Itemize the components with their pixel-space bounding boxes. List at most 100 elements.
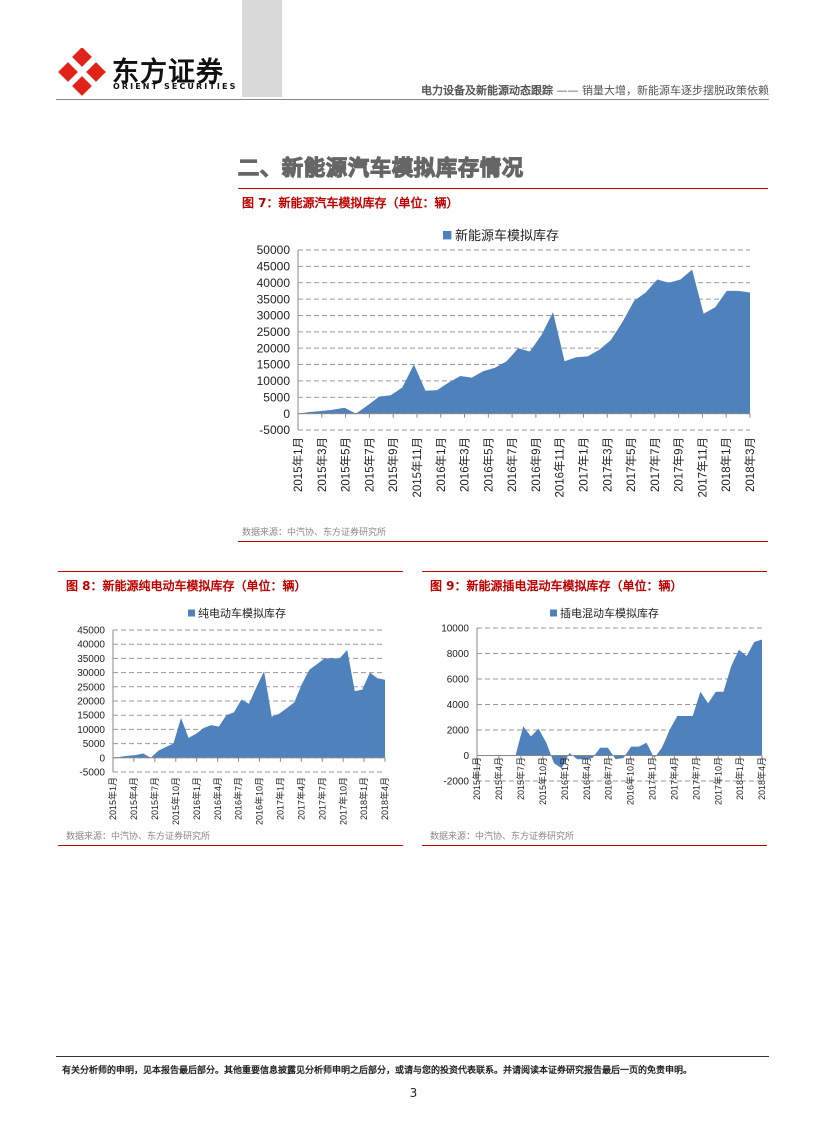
legend-swatch: [188, 609, 195, 617]
series-area: [298, 269, 750, 414]
series-area: [113, 649, 385, 758]
x-tick-label: 2016年7月: [233, 777, 244, 820]
legend-label: 纯电动车模拟库存: [198, 606, 286, 620]
x-tick-label: 2018年3月: [743, 437, 757, 492]
fig7-source: 数据来源：中汽协、东方证券研究所: [242, 528, 387, 538]
x-tick-label: 2017年10月: [337, 777, 348, 825]
fig9-title: 图 9：新能源插电混动车模拟库存（单位：辆）: [430, 579, 683, 593]
header-divider: [56, 99, 769, 100]
fig7-bottom-rule: [238, 541, 768, 542]
y-tick-label: -5000: [79, 768, 105, 779]
y-tick-label: 10000: [77, 725, 105, 736]
x-tick-label: 2015年7月: [515, 757, 526, 800]
x-tick-label: 2017年1月: [576, 437, 590, 492]
x-tick-label: 2015年9月: [386, 437, 400, 492]
y-tick-label: 20000: [77, 697, 105, 708]
x-tick-label: 2016年4月: [212, 777, 223, 820]
y-tick-label: 45000: [257, 260, 291, 274]
x-tick-label: 2017年7月: [690, 757, 701, 800]
legend-label: 插电混动车模拟库存: [560, 606, 659, 620]
report-header: 电力设备及新能源动态跟踪 —— 销量大增，新能源车逐步摆脱政策依赖: [421, 82, 769, 98]
x-tick-label: 2015年1月: [471, 757, 482, 800]
x-tick-label: 2015年11月: [410, 437, 424, 498]
brand-name-cn: 东方证券: [112, 57, 224, 88]
fig8-source: 数据来源：中汽协、东方证券研究所: [66, 832, 211, 842]
footer-disclaimer: 有关分析师的申明，见本报告最后部分。其他重要信息披露见分析师申明之后部分，或请与…: [62, 1066, 693, 1076]
footer-divider: [56, 1056, 769, 1057]
y-tick-label: 15000: [257, 358, 291, 372]
y-tick-label: 10000: [441, 624, 469, 635]
x-tick-label: 2016年11月: [553, 437, 567, 498]
fig9-source: 数据来源：中汽协、东方证券研究所: [430, 832, 575, 842]
report-subtitle: 销量大增，新能源车逐步摆脱政策依赖: [582, 84, 769, 97]
x-tick-label: 2016年7月: [505, 437, 519, 492]
x-tick-label: 2016年5月: [481, 437, 495, 492]
x-tick-label: 2016年3月: [458, 437, 472, 492]
y-tick-label: -5000: [259, 423, 290, 437]
x-tick-label: 2015年4月: [493, 757, 504, 800]
x-tick-label: 2017年4月: [295, 777, 306, 820]
x-tick-label: 2017年7月: [648, 437, 662, 492]
y-tick-label: 40000: [257, 276, 291, 290]
y-tick-label: 35000: [77, 654, 105, 665]
fig7-title: 图 7：新能源汽车模拟库存（单位：辆）: [242, 196, 459, 210]
y-tick-label: 4000: [447, 700, 470, 711]
x-tick-label: 2015年10月: [537, 757, 548, 805]
x-tick-label: 2015年5月: [339, 437, 353, 492]
legend-swatch: [550, 609, 557, 617]
header-band: [242, 0, 282, 97]
fig9-chart: 10000 8000 6000 4000 2000 0 -2000 2015年1月 2015年4…: [441, 606, 767, 805]
y-tick-label: 0: [99, 753, 105, 764]
legend-swatch: [443, 231, 452, 240]
fig9-top-rule: [422, 571, 767, 572]
x-tick-label: 2015年7月: [362, 437, 376, 492]
y-tick-label: 25000: [77, 682, 105, 693]
y-tick-label: 30000: [77, 668, 105, 679]
y-tick-label: 25000: [257, 325, 291, 339]
x-tick-label: 2016年4月: [581, 757, 592, 800]
y-tick-label: 35000: [257, 292, 291, 306]
x-tick-label: 2017年1月: [647, 757, 658, 800]
x-tick-label: 2018年1月: [734, 757, 745, 800]
y-tick-label: 0: [463, 751, 469, 762]
y-tick-label: 0: [283, 407, 290, 421]
x-tick-label: 2015年1月: [107, 777, 118, 820]
y-tick-label: 30000: [257, 309, 291, 323]
y-tick-label: 50000: [257, 243, 291, 257]
company-logo-icon: [58, 48, 106, 96]
x-tick-label: 2016年9月: [529, 437, 543, 492]
y-tick-label: 10000: [257, 374, 291, 388]
x-tick-label: 2018年4月: [756, 757, 767, 800]
y-tick-label: 8000: [447, 649, 470, 660]
x-tick-label: 2017年7月: [316, 777, 327, 820]
x-tick-label: 2017年5月: [624, 437, 638, 492]
x-tick-label: 2016年10月: [625, 757, 636, 805]
x-tick-label: 2018年1月: [358, 777, 369, 820]
y-tick-label: 45000: [77, 626, 105, 637]
x-tick-label: 2017年10月: [712, 757, 723, 805]
report-series: 电力设备及新能源动态跟踪: [421, 84, 553, 97]
y-tick-label: 5000: [263, 390, 290, 404]
x-tick-label: 2015年3月: [315, 437, 329, 492]
x-tick-label: 2015年4月: [128, 777, 139, 820]
brand-name-en: ORIENT SECURITIES: [113, 82, 238, 91]
fig7-chart: 5000045000400003500030000250002000015000…: [257, 228, 757, 498]
x-tick-label: 2017年4月: [668, 757, 679, 800]
x-tick-label: 2017年9月: [672, 437, 686, 492]
x-tick-label: 2015年10月: [170, 777, 181, 825]
y-tick-label: 15000: [77, 711, 105, 722]
series-area: [477, 639, 762, 769]
y-tick-label: 2000: [447, 726, 470, 737]
x-tick-label: 2017年3月: [600, 437, 614, 492]
x-tick-label: 2016年1月: [559, 757, 570, 800]
x-tick-label: 2016年7月: [603, 757, 614, 800]
y-tick-label: 40000: [77, 640, 105, 651]
y-tick-label: 6000: [447, 675, 470, 686]
x-tick-label: 2016年10月: [254, 777, 265, 825]
y-tick-label: -2000: [443, 777, 469, 788]
fig8-title: 图 8：新能源纯电动车模拟库存（单位：辆）: [66, 579, 307, 593]
fig9-bottom-rule: [422, 845, 767, 846]
x-tick-label: 2015年7月: [149, 777, 160, 820]
section-title: 二、新能源汽车模拟库存情况: [237, 155, 524, 180]
x-tick-label: 2017年1月: [275, 777, 286, 820]
